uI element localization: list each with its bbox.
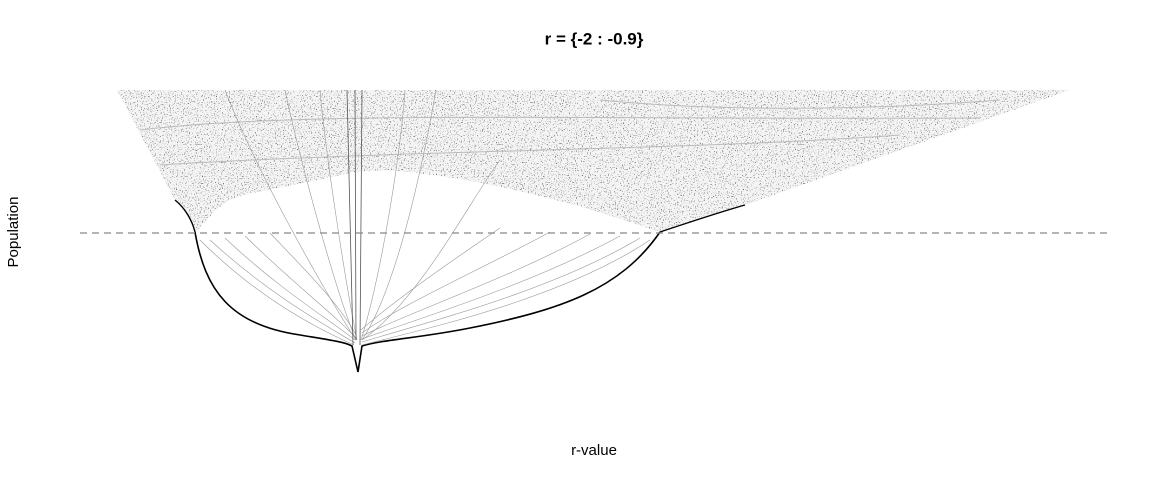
bifurcation-edge: [174, 199, 746, 233]
chaos-speckle: [117, 90, 1070, 232]
chaotic-region: [117, 90, 1070, 232]
bowl-curves: [199, 89, 651, 346]
period-bowl: [174, 89, 746, 373]
chaos-band: [139, 99, 1001, 166]
bowl-edge: [194, 231, 661, 373]
center-lines: [346, 89, 363, 346]
x-axis-label: r-value: [571, 442, 617, 459]
chart-title: r = {-2 : -0.9}: [545, 29, 644, 48]
y-axis-label: Population: [5, 197, 22, 268]
